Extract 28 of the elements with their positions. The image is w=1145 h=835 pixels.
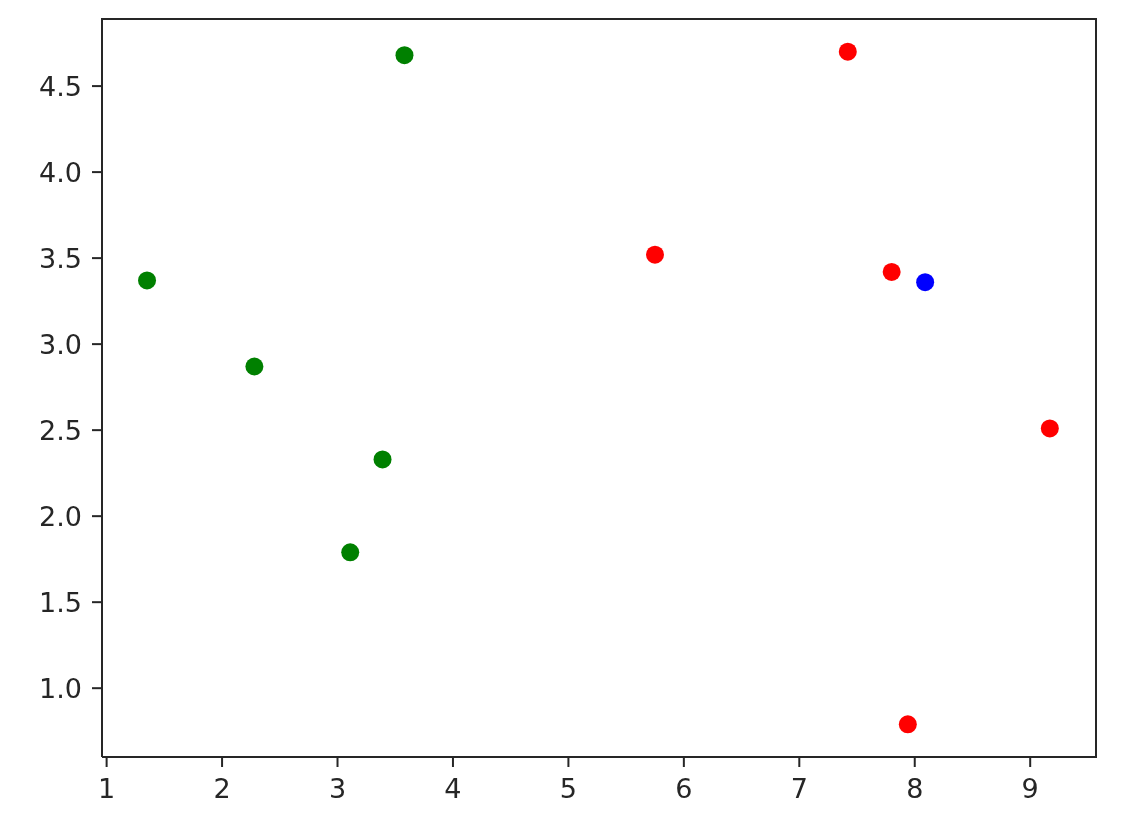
point: [838, 42, 857, 61]
point: [138, 271, 157, 290]
point: [916, 273, 935, 292]
y-tick-label: 1.5: [39, 586, 82, 618]
point: [1040, 419, 1059, 438]
x-tick-label: 3: [328, 773, 347, 805]
x-tick-label: 4: [444, 773, 462, 805]
point: [395, 46, 414, 65]
x-tick-label: 9: [1021, 773, 1039, 805]
point: [373, 450, 392, 469]
point: [341, 543, 360, 562]
point: [645, 245, 664, 264]
y-tick-label: 4.5: [39, 70, 82, 102]
x-tick-label: 1: [98, 773, 116, 805]
point: [898, 715, 917, 734]
y-tick-label: 1.0: [39, 672, 82, 704]
x-tick-label: 2: [213, 773, 231, 805]
y-tick-label: 2.5: [39, 414, 82, 446]
x-tick-label: 6: [675, 773, 693, 805]
y-tick-label: 3.5: [39, 242, 82, 274]
x-tick-label: 7: [790, 773, 808, 805]
point: [882, 262, 901, 281]
y-tick-label: 4.0: [39, 156, 82, 188]
x-tick-label: 5: [559, 773, 577, 805]
y-tick-label: 2.0: [39, 500, 82, 532]
x-tick-label: 8: [906, 773, 924, 805]
point: [245, 357, 264, 376]
y-tick-label: 3.0: [39, 328, 82, 360]
